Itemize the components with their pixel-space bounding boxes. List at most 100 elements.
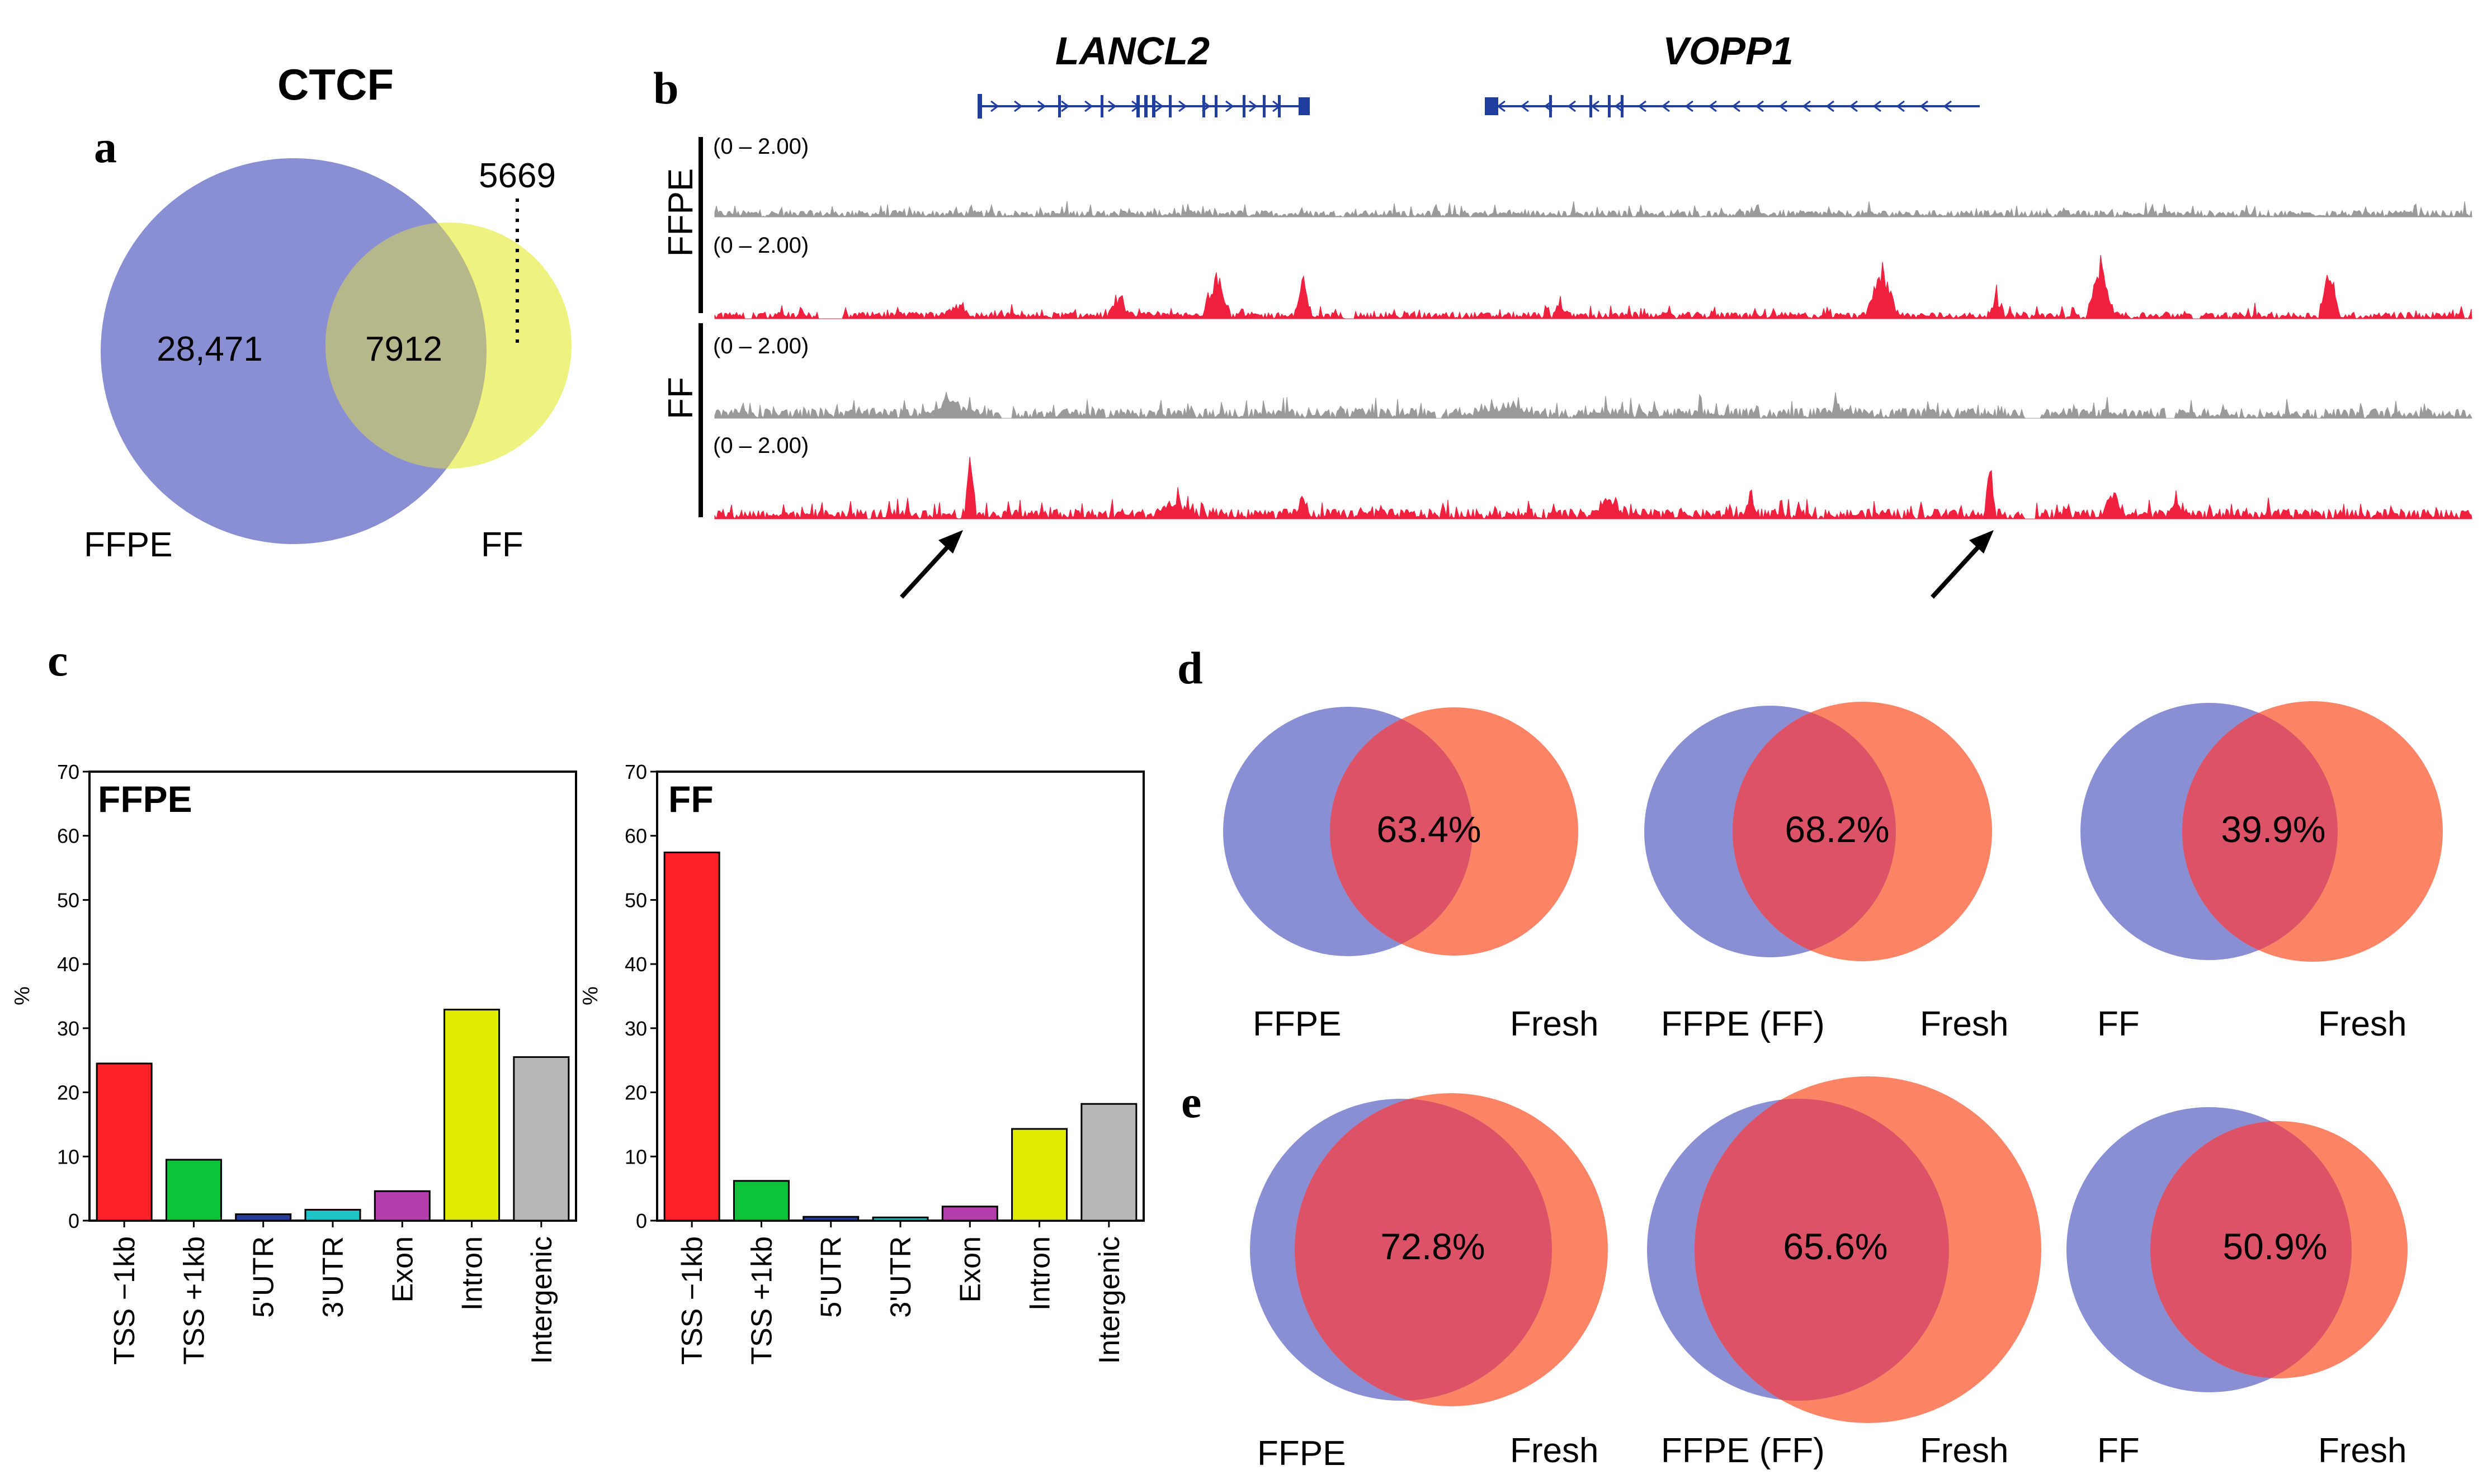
panel-b-label: b bbox=[653, 63, 679, 114]
track-range-ff-input: (0 – 2.00) bbox=[713, 334, 809, 358]
gene-model-vopp1 bbox=[1485, 95, 1980, 117]
chart-ff-ylabel: % bbox=[579, 986, 602, 1005]
ffpe-only-count: 28,471 bbox=[157, 330, 263, 368]
bar-0 bbox=[663, 852, 720, 1222]
bar-chart-ffpe: FFPE % 0 10 20 30 40 50 60 70 TSS −1kb TSS +1kb 5'… bbox=[11, 760, 577, 1365]
x-tick-label: Exon bbox=[954, 1236, 987, 1303]
y-tick-label: 30 bbox=[625, 1017, 647, 1040]
group-label-ffpe: FFPE bbox=[662, 168, 700, 257]
venn-e-ffpeff-fresh: 65.6% FFPE (FF) Fresh bbox=[1647, 1076, 2041, 1470]
y-tick-label: 70 bbox=[57, 760, 79, 783]
bar-4 bbox=[374, 1190, 431, 1222]
panel-a-label: a bbox=[94, 121, 117, 172]
venn-e3-right-label: Fresh bbox=[2318, 1431, 2406, 1470]
panel-b: b LANCL2 VOPP1 FFPE FF (0 – 2.00) (0 – 2… bbox=[653, 29, 2472, 599]
panel-c: c FFPE % 0 10 20 30 40 50 60 70 TSS −1kb TSS +1kb… bbox=[11, 635, 1145, 1365]
y-tick-label: 20 bbox=[625, 1081, 647, 1104]
venn-d-ffpe-fresh: 63.4% FFPE Fresh bbox=[1223, 707, 1598, 1043]
venn-e1-overlap bbox=[1295, 1099, 1552, 1401]
venn-d2-right-label: Fresh bbox=[1920, 1005, 2008, 1043]
bar-3 bbox=[304, 1208, 361, 1222]
ffpe-label: FFPE bbox=[84, 526, 172, 564]
bar-1 bbox=[165, 1159, 222, 1222]
chart-ff-title: FF bbox=[668, 778, 714, 820]
bar-6 bbox=[513, 1056, 570, 1222]
y-tick-label: 40 bbox=[625, 953, 647, 976]
chart-ffpe-ylabel: % bbox=[11, 986, 34, 1005]
ff-only-count: 5669 bbox=[479, 157, 556, 195]
venn-e1-left-label: FFPE bbox=[1257, 1434, 1346, 1473]
bar-5 bbox=[443, 1009, 501, 1222]
x-tick-label: 3'UTR bbox=[885, 1236, 917, 1318]
venn-e-ffpe-fresh: 72.8% FFPE Fresh bbox=[1250, 1093, 1608, 1473]
y-tick-label: 10 bbox=[57, 1145, 79, 1168]
x-tick-label: TSS −1kb bbox=[108, 1236, 141, 1365]
venn-d2-left-label: FFPE (FF) bbox=[1661, 1005, 1825, 1043]
y-tick-label: 10 bbox=[625, 1145, 647, 1168]
y-tick-label: 40 bbox=[57, 953, 79, 976]
y-tick-label: 70 bbox=[625, 760, 647, 783]
chart-ff-frame bbox=[656, 771, 1145, 1222]
ff-label: FF bbox=[481, 526, 523, 564]
bar-3 bbox=[872, 1216, 929, 1222]
y-tick-label: 60 bbox=[57, 825, 79, 848]
venn-d1-percent: 63.4% bbox=[1376, 809, 1481, 850]
gene-label-vopp1: VOPP1 bbox=[1663, 29, 1793, 73]
venn-d3-overlap bbox=[2182, 703, 2338, 960]
arrow-peak-2-icon bbox=[1931, 530, 1994, 599]
panel-a-title: CTCF bbox=[277, 60, 394, 109]
venn-e-ff-fresh: 50.9% FF Fresh bbox=[2066, 1107, 2408, 1470]
group-label-ff: FF bbox=[662, 377, 700, 419]
bar-2 bbox=[803, 1216, 860, 1222]
venn-e1-percent: 72.8% bbox=[1380, 1226, 1485, 1267]
venn-e3-left-label: FF bbox=[2097, 1431, 2140, 1470]
bar-5 bbox=[1011, 1128, 1068, 1222]
venn-d2-overlap bbox=[1733, 706, 1896, 957]
track-ff-ctcf bbox=[714, 457, 2472, 520]
gene-model-lancl2 bbox=[978, 94, 1310, 119]
x-tick-label: 5'UTR bbox=[815, 1236, 848, 1318]
venn-d1-right-label: Fresh bbox=[1510, 1005, 1598, 1043]
venn-d2-percent: 68.2% bbox=[1785, 809, 1889, 850]
venn-d1-left-label: FFPE bbox=[1253, 1005, 1341, 1043]
venn-d-ff-fresh: 39.9% FF Fresh bbox=[2080, 701, 2443, 1043]
y-tick-label: 50 bbox=[57, 888, 79, 911]
venn-e1-right-label: Fresh bbox=[1510, 1431, 1598, 1470]
bar-2 bbox=[235, 1213, 292, 1222]
y-tick-label: 0 bbox=[636, 1209, 647, 1232]
x-tick-label: Intergenic bbox=[526, 1236, 558, 1364]
track-range-ffpe-ctcf: (0 – 2.00) bbox=[713, 233, 809, 258]
chart-ffpe-title: FFPE bbox=[98, 778, 192, 820]
venn-e2-overlap bbox=[1695, 1099, 1949, 1401]
x-tick-label: 5'UTR bbox=[248, 1236, 280, 1318]
x-tick-label: TSS +1kb bbox=[178, 1236, 210, 1365]
chart-ffpe-frame bbox=[88, 771, 577, 1222]
panel-c-label: c bbox=[48, 635, 68, 686]
track-ffpe-ctcf bbox=[714, 254, 2472, 320]
track-range-ffpe-input: (0 – 2.00) bbox=[713, 134, 809, 159]
panel-a: a CTCF 28,471 7912 5669 FFPE FF bbox=[84, 60, 572, 564]
x-tick-label: TSS +1kb bbox=[745, 1236, 778, 1365]
track-ffpe-input bbox=[714, 201, 2472, 218]
track-ff-input bbox=[714, 391, 2472, 419]
x-tick-label: Intron bbox=[456, 1236, 489, 1311]
ffpe-ff-overlap bbox=[325, 223, 487, 469]
x-tick-label: Exon bbox=[386, 1236, 419, 1303]
venn-e2-left-label: FFPE (FF) bbox=[1661, 1431, 1825, 1470]
track-range-ff-ctcf: (0 – 2.00) bbox=[713, 433, 809, 458]
venn-e2-right-label: Fresh bbox=[1920, 1431, 2008, 1470]
venn-e2-percent: 65.6% bbox=[1783, 1226, 1887, 1267]
venn-e3-percent: 50.9% bbox=[2222, 1226, 2327, 1267]
venn-d-ffpeff-fresh: 68.2% FFPE (FF) Fresh bbox=[1644, 702, 2008, 1043]
y-tick-label: 0 bbox=[68, 1209, 79, 1232]
venn-d1-overlap bbox=[1330, 707, 1473, 956]
gene-label-lancl2: LANCL2 bbox=[1055, 29, 1210, 73]
panel-d-label: d bbox=[1177, 642, 1203, 693]
arrow-peak-1-icon bbox=[900, 530, 963, 599]
panel-e-label: e bbox=[1181, 1076, 1201, 1127]
x-tick-label: TSS −1kb bbox=[676, 1236, 709, 1365]
panel-d: d 63.4% FFPE Fresh 68.2% FFPE (FF) Fresh… bbox=[1177, 642, 2443, 1043]
venn-d3-left-label: FF bbox=[2097, 1005, 2140, 1043]
bar-6 bbox=[1080, 1103, 1138, 1222]
